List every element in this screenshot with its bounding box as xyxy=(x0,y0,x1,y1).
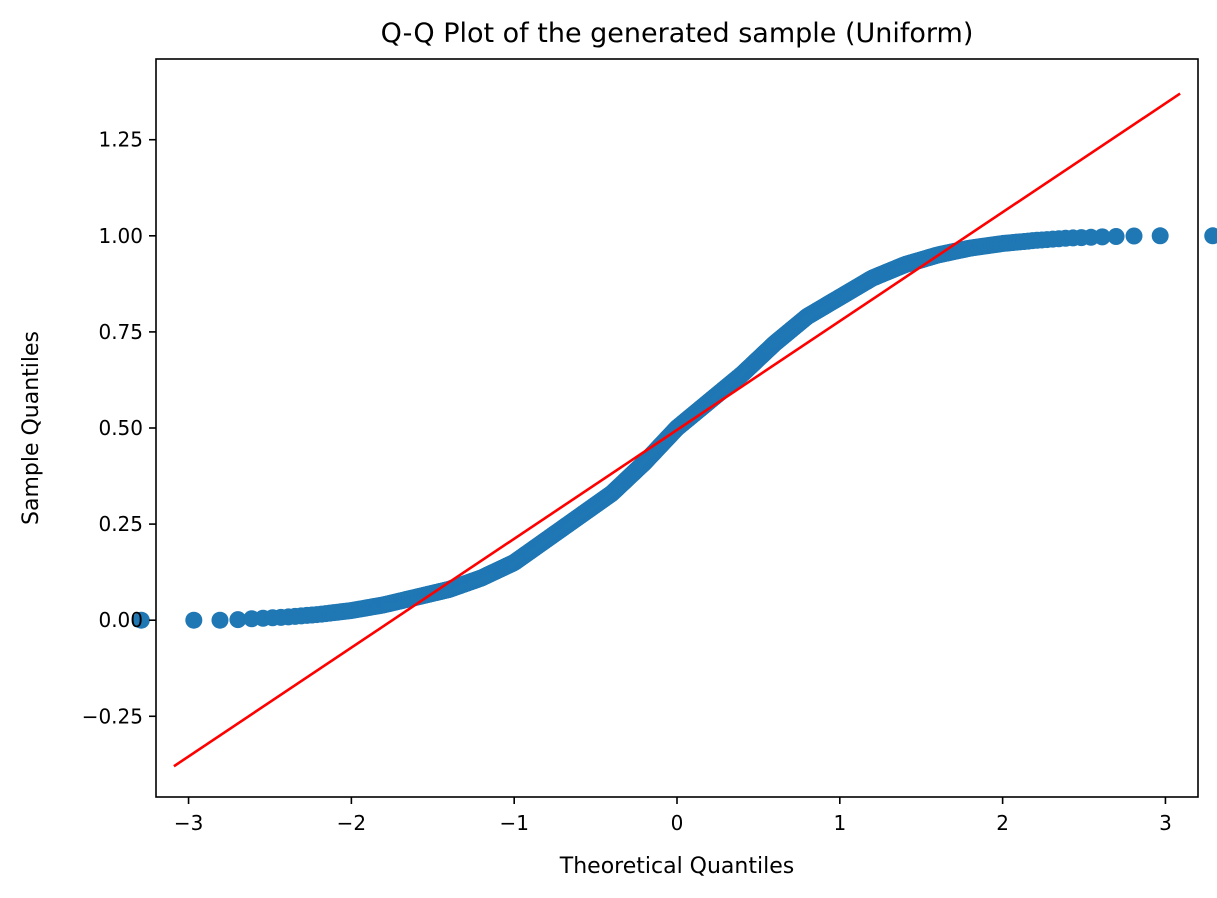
sample-point xyxy=(1204,227,1217,245)
x-axis-label: Theoretical Quantiles xyxy=(559,854,794,879)
sample-points xyxy=(132,227,1217,629)
y-tick-label: 0.50 xyxy=(98,416,143,440)
sample-point xyxy=(1093,228,1111,246)
sample-point xyxy=(1151,227,1169,245)
x-tick-label: 0 xyxy=(671,811,684,835)
x-tick-label: −1 xyxy=(499,811,528,835)
x-tick-label: −3 xyxy=(174,811,203,835)
y-tick-label: −0.25 xyxy=(82,704,143,728)
sample-point xyxy=(229,611,247,629)
y-tick-label: 0.00 xyxy=(98,608,143,632)
sample-point xyxy=(1107,227,1125,245)
x-axis-ticks: −3 −2 −1 0 1 2 3 xyxy=(174,797,1172,835)
y-tick-label: 1.00 xyxy=(98,224,143,248)
sample-point xyxy=(132,611,150,629)
reference-line xyxy=(173,92,1181,768)
x-tick-label: 2 xyxy=(996,811,1009,835)
sample-point xyxy=(185,611,203,629)
y-tick-label: 0.75 xyxy=(98,320,143,344)
y-axis-ticks: −0.25 0.00 0.25 0.50 0.75 1.00 1.25 xyxy=(82,128,156,728)
x-tick-label: 3 xyxy=(1159,811,1172,835)
y-tick-label: 1.25 xyxy=(98,128,143,152)
y-axis-label: Sample Quantiles xyxy=(19,331,44,525)
x-tick-label: 1 xyxy=(833,811,846,835)
y-tick-label: 0.25 xyxy=(98,512,143,536)
x-tick-label: −2 xyxy=(337,811,366,835)
sample-point xyxy=(1125,227,1143,245)
chart-title: Q-Q Plot of the generated sample (Unifor… xyxy=(381,18,974,49)
reference-line-layer xyxy=(173,92,1181,768)
sample-point xyxy=(211,611,229,629)
